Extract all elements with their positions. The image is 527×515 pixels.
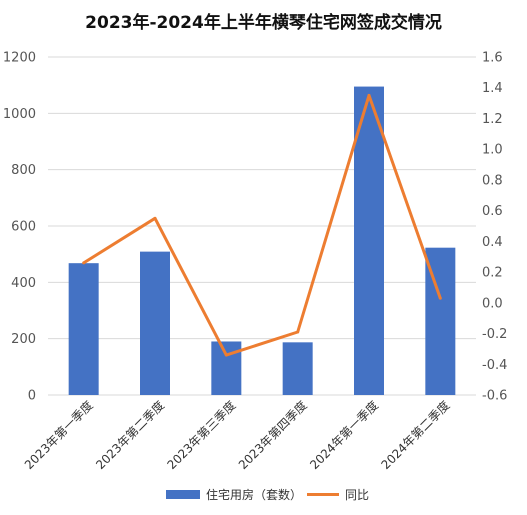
- bar-series: [68, 86, 456, 395]
- right-tick-label: 0.2: [482, 266, 503, 281]
- bar: [68, 263, 99, 395]
- category-label: 2023年第三季度: [164, 398, 239, 473]
- left-tick-label: 1200: [3, 51, 36, 66]
- right-tick-label: 1.6: [482, 51, 503, 66]
- right-tick-label: -0.4: [482, 358, 507, 373]
- chart-title: 2023年-2024年上半年横琴住宅网签成交情况: [85, 12, 442, 33]
- category-label: 2024年第一季度: [306, 398, 381, 473]
- left-tick-label: 800: [11, 163, 36, 178]
- left-tick-label: 600: [11, 220, 36, 235]
- bar: [354, 86, 384, 395]
- right-tick-label: 1.2: [482, 112, 503, 127]
- right-tick-label: 0.6: [482, 204, 503, 219]
- line-point: [224, 353, 228, 357]
- right-tick-label: 1.0: [482, 143, 503, 158]
- left-tick-label: 1000: [3, 107, 36, 122]
- legend-bar-swatch: [166, 490, 200, 499]
- right-axis-ticks: -0.6 -0.4 -0.2 0.0 0.2 0.4 0.6 0.8 1.0 1.2 1.4 1.6: [482, 51, 507, 404]
- category-labels: 2023年第一季度2023年第二季度2023年第三季度2023年第四季度2024…: [21, 398, 452, 473]
- right-tick-label: -0.2: [482, 327, 507, 342]
- right-tick-label: 0.8: [482, 173, 503, 188]
- category-label: 2023年第一季度: [21, 398, 96, 473]
- right-tick-label: 0.4: [482, 235, 503, 250]
- bar: [140, 251, 170, 395]
- line-path: [82, 93, 442, 357]
- gridlines: [48, 56, 476, 396]
- line-point: [82, 261, 86, 265]
- line-point: [153, 216, 157, 220]
- left-tick-label: 0: [28, 389, 36, 404]
- right-tick-label: 1.4: [482, 81, 503, 96]
- right-tick-label: 0.0: [482, 296, 503, 311]
- bar: [282, 342, 313, 395]
- left-tick-label: 200: [11, 332, 36, 347]
- line-point: [438, 296, 442, 300]
- line-point: [296, 330, 300, 334]
- category-label: 2024年第二季度: [378, 398, 453, 473]
- left-axis-ticks: 0 200 400 600 800 1000 1200: [3, 51, 36, 404]
- category-label: 2023年第四季度: [235, 398, 310, 473]
- category-label: 2023年第二季度: [92, 398, 167, 473]
- legend-line-label: 同比: [345, 488, 369, 502]
- right-tick-label: -0.6: [482, 389, 507, 404]
- line-series: [82, 93, 442, 357]
- line-point: [367, 93, 371, 97]
- legend: 住宅用房（套数） 同比: [166, 487, 369, 502]
- legend-bar-label: 住宅用房（套数）: [206, 487, 302, 502]
- left-tick-label: 400: [11, 276, 36, 291]
- bar: [211, 341, 242, 395]
